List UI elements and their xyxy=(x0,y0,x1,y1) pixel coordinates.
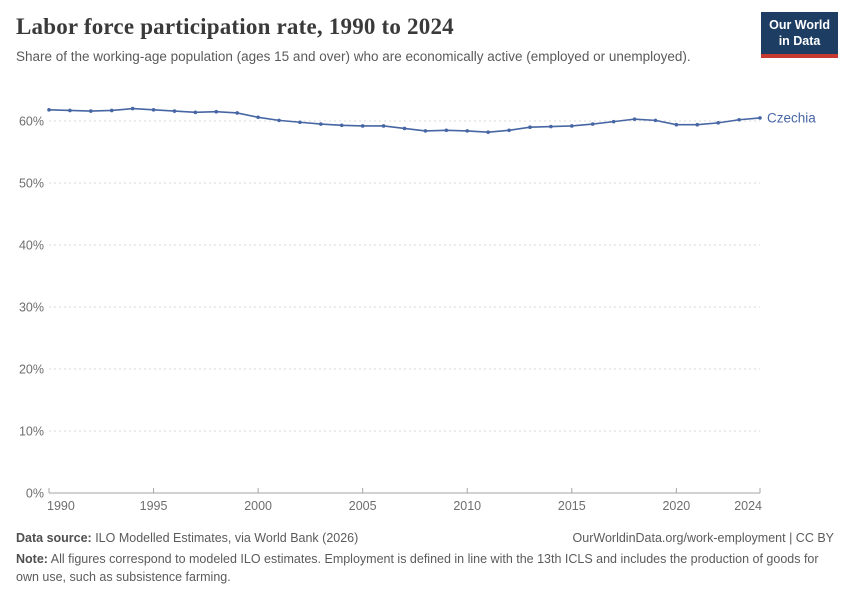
x-tick-label: 2005 xyxy=(349,499,377,513)
data-point[interactable] xyxy=(193,110,198,115)
data-point[interactable] xyxy=(549,124,553,129)
data-point[interactable] xyxy=(674,122,679,127)
data-point[interactable] xyxy=(653,118,658,123)
data-point[interactable] xyxy=(319,122,323,126)
data-point[interactable] xyxy=(611,119,616,124)
data-point[interactable] xyxy=(758,116,762,120)
note-label: Note: xyxy=(16,552,48,567)
data-source: Data source: ILO Modelled Estimates, via… xyxy=(16,529,358,547)
y-tick-label: 10% xyxy=(19,425,44,439)
data-point[interactable] xyxy=(130,106,135,111)
data-point[interactable] xyxy=(235,111,240,115)
page-title: Labor force participation rate, 1990 to … xyxy=(16,14,454,39)
note-text: All figures correspond to modeled ILO es… xyxy=(16,552,819,585)
y-tick-label: 30% xyxy=(19,301,44,315)
data-point[interactable] xyxy=(402,126,407,131)
owid-logo-line2: in Data xyxy=(778,33,821,48)
data-point[interactable] xyxy=(444,128,449,133)
data-point[interactable] xyxy=(423,129,428,133)
y-tick-label: 40% xyxy=(19,239,44,253)
chart-subtitle: Share of the working-age population (age… xyxy=(16,49,691,64)
data-point[interactable] xyxy=(89,109,93,113)
data-point[interactable] xyxy=(737,117,741,122)
x-tick-label: 2024 xyxy=(734,499,762,513)
chart-note: Note: All figures correspond to modeled … xyxy=(16,550,834,586)
data-point[interactable] xyxy=(256,115,260,120)
chart-footer: Data source: ILO Modelled Estimates, via… xyxy=(16,529,834,586)
x-tick-label: 2015 xyxy=(558,499,586,513)
data-point[interactable] xyxy=(381,124,386,128)
data-point[interactable] xyxy=(528,125,532,129)
license-badge: | CC BY xyxy=(785,531,834,545)
owid-url-link[interactable]: OurWorldinData.org/work-employment xyxy=(572,531,786,545)
data-point[interactable] xyxy=(339,123,344,128)
x-tick-label: 1995 xyxy=(140,499,168,513)
data-source-text: ILO Modelled Estimates, via World Bank (… xyxy=(91,531,359,545)
data-point[interactable] xyxy=(465,129,470,133)
attribution: OurWorldinData.org/work-employment | CC … xyxy=(573,529,834,547)
data-point[interactable] xyxy=(569,124,574,128)
x-tick-label: 1990 xyxy=(47,499,75,513)
data-point[interactable] xyxy=(151,108,156,112)
y-tick-label: 50% xyxy=(19,177,44,191)
data-point[interactable] xyxy=(68,108,72,113)
chart-canvas[interactable]: 0% 10% 20% 30% 40% 50% 60% 1990 1995 2000 2005 2010… xyxy=(0,95,850,530)
data-point[interactable] xyxy=(507,128,511,133)
data-point[interactable] xyxy=(277,118,281,123)
x-tick-label: 2010 xyxy=(453,499,481,513)
x-tick-label: 2020 xyxy=(662,499,690,513)
data-point[interactable] xyxy=(298,120,302,125)
data-point[interactable] xyxy=(214,109,219,114)
data-point[interactable] xyxy=(716,121,720,125)
y-tick-label: 0% xyxy=(26,487,44,501)
data-point[interactable] xyxy=(590,122,595,126)
series-end-label[interactable]: Czechia xyxy=(767,110,816,125)
data-point[interactable] xyxy=(486,130,490,134)
data-point[interactable] xyxy=(360,124,365,128)
data-point[interactable] xyxy=(47,108,51,112)
y-tick-label: 20% xyxy=(19,363,44,377)
y-tick-label: 60% xyxy=(19,115,44,129)
line-chart[interactable]: 0% 10% 20% 30% 40% 50% 60% 1990 1995 2000 2005 2010… xyxy=(0,95,850,530)
data-point[interactable] xyxy=(632,117,637,121)
chart-header: Labor force participation rate, 1990 to … xyxy=(0,0,850,67)
x-tick-label: 2000 xyxy=(244,499,272,513)
owid-logo-line1: Our World xyxy=(769,18,830,32)
data-point[interactable] xyxy=(109,108,114,113)
data-point[interactable] xyxy=(172,109,177,113)
data-point[interactable] xyxy=(695,122,700,127)
owid-logo: Our World in Data xyxy=(761,12,838,59)
data-source-label: Data source: xyxy=(16,531,92,545)
